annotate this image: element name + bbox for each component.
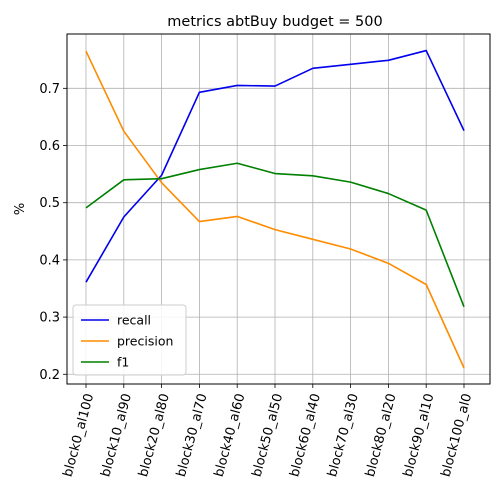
legend-label-recall: recall [117, 313, 151, 328]
x-tick-label: block10_al90 [98, 392, 135, 479]
y-tick-label: 0.4 [39, 253, 60, 268]
x-tick-label: block90_al10 [401, 392, 438, 479]
y-tick-label: 0.6 [39, 139, 60, 154]
legend-label-precision: precision [117, 334, 173, 349]
legend-label-f1: f1 [117, 355, 129, 370]
x-tick-label: block80_al20 [363, 392, 400, 479]
y-tick-label: 0.3 [39, 311, 60, 326]
x-tick-label: block100_al0 [439, 392, 476, 479]
chart-title: metrics abtBuy budget = 500 [167, 14, 382, 30]
y-axis-label: % [13, 203, 28, 215]
x-tick-label: block50_al50 [250, 392, 287, 479]
y-tick-label: 0.5 [39, 196, 60, 211]
y-tick-label: 0.7 [39, 82, 60, 97]
y-tick-label: 0.2 [39, 368, 60, 383]
x-tick-label: block30_al70 [174, 392, 211, 479]
axes: block0_al100 block10_al90 block20_al80 bloc… [39, 82, 475, 479]
x-tick-label: block0_al100 [61, 392, 98, 479]
x-tick-label: block40_al60 [212, 392, 249, 479]
x-tick-label: block60_al40 [287, 392, 324, 479]
x-tick-label: block20_al80 [136, 392, 173, 479]
legend: recall precision f1 [73, 305, 186, 375]
x-tick-label: block70_al30 [325, 392, 362, 479]
